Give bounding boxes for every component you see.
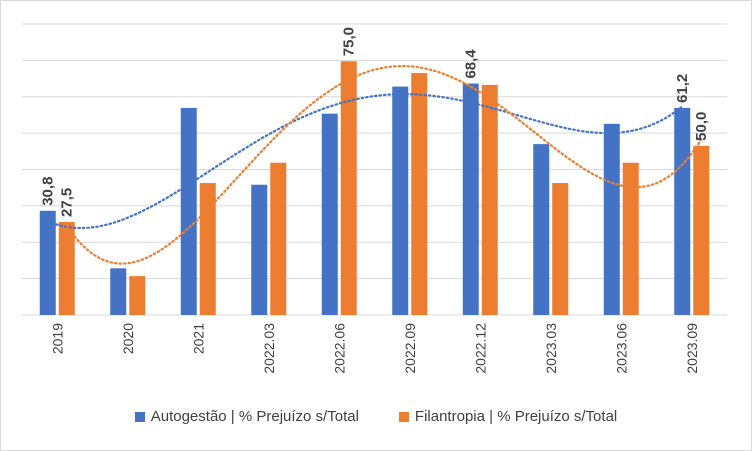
category-label: 2022.09 bbox=[402, 323, 418, 374]
bar bbox=[693, 145, 710, 315]
category-label: 2020 bbox=[120, 323, 136, 354]
data-label: 68,4 bbox=[463, 49, 480, 79]
data-label: 61,2 bbox=[674, 74, 691, 103]
legend-label-autogestao: Autogestão | % Prejuízo s/Total bbox=[150, 408, 359, 425]
bar bbox=[251, 184, 268, 315]
legend-item-filantropia: Filantropia | % Prejuízo s/Total bbox=[398, 408, 618, 425]
bar bbox=[321, 113, 338, 315]
legend-swatch-filantropia bbox=[398, 411, 409, 422]
bar bbox=[58, 221, 75, 315]
bar bbox=[552, 183, 569, 315]
bar bbox=[622, 162, 639, 315]
legend-swatch-autogestao bbox=[134, 411, 145, 422]
category-label: 2022.06 bbox=[331, 323, 347, 374]
legend-item-autogestao: Autogestão | % Prejuízo s/Total bbox=[134, 408, 359, 425]
bar bbox=[110, 268, 127, 315]
trendline bbox=[65, 65, 703, 265]
category-label: 2023.03 bbox=[543, 323, 559, 374]
trendline bbox=[46, 93, 684, 230]
bar bbox=[603, 123, 620, 316]
category-label: 2022.12 bbox=[472, 323, 488, 374]
bar bbox=[199, 183, 216, 315]
bar bbox=[462, 83, 479, 315]
bar bbox=[180, 107, 197, 315]
category-label: 2023.06 bbox=[613, 323, 629, 374]
bar bbox=[39, 210, 56, 315]
bar bbox=[411, 73, 428, 315]
data-label: 75,0 bbox=[341, 27, 358, 56]
bar bbox=[270, 162, 287, 315]
bar bbox=[129, 276, 146, 315]
category-label: 2023.09 bbox=[684, 323, 700, 374]
bar bbox=[481, 84, 498, 315]
data-label: 50,0 bbox=[693, 112, 710, 141]
legend: Autogestão | % Prejuízo s/Total Filantro… bbox=[0, 408, 752, 425]
category-label: 2022.03 bbox=[261, 323, 277, 374]
data-label: 30,8 bbox=[40, 177, 57, 206]
data-label: 27,5 bbox=[59, 188, 76, 217]
bar bbox=[392, 86, 409, 315]
category-label: 2019 bbox=[49, 323, 65, 354]
legend-label-filantropia: Filantropia | % Prejuízo s/Total bbox=[414, 408, 618, 425]
bar bbox=[340, 61, 357, 315]
bar bbox=[533, 144, 550, 315]
bar bbox=[674, 107, 691, 315]
category-label: 2021 bbox=[190, 323, 206, 354]
